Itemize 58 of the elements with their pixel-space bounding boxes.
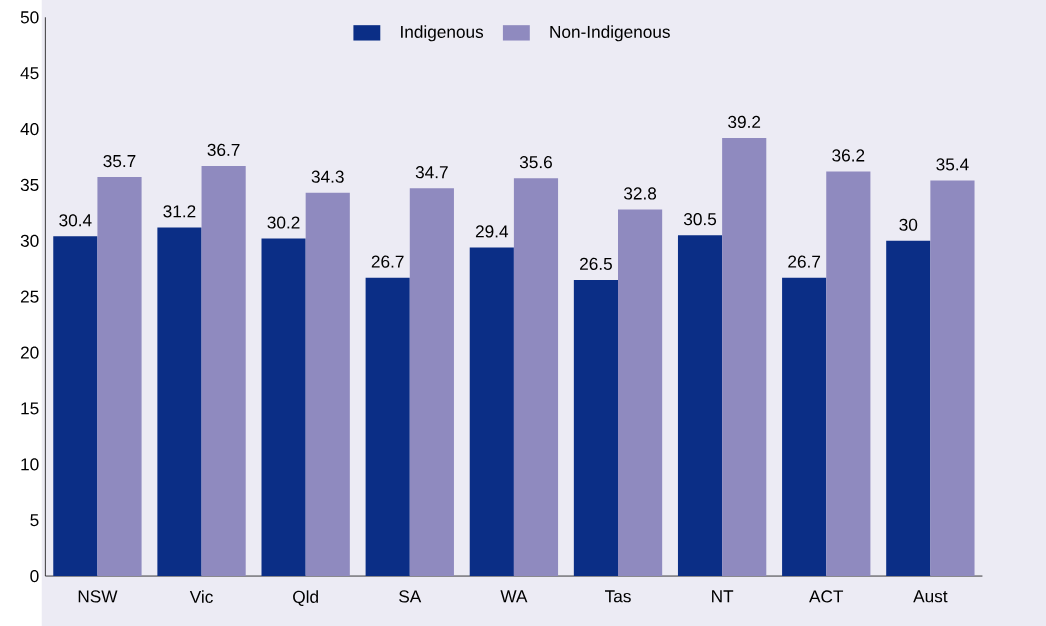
data-label: 34.3 (311, 170, 344, 183)
data-label: 31.2 (163, 205, 196, 218)
x-tick-label: Qld (293, 590, 318, 607)
x-tick-label: Vic (189, 590, 213, 603)
data-label: 35.7 (103, 154, 136, 168)
bar (618, 209, 663, 577)
data-label: 35.6 (519, 156, 552, 169)
data-label: 32.8 (624, 187, 657, 200)
x-tick-label: NT (712, 590, 734, 603)
y-tick-label: 30 (20, 234, 39, 247)
bar (157, 227, 202, 577)
bar (573, 279, 619, 577)
bar (886, 240, 931, 577)
bar (201, 165, 246, 577)
data-label: 30.2 (267, 216, 300, 229)
bar (722, 137, 767, 577)
data-label: 35.4 (936, 158, 969, 171)
x-tick-label: Tas (605, 590, 631, 603)
y-tick-label: 15 (21, 402, 39, 415)
legend-label: Indigenous (401, 25, 484, 42)
bar (782, 277, 827, 577)
data-label: 34.7 (415, 166, 448, 179)
x-tick-label: WA (500, 590, 528, 603)
y-tick-label: 20 (20, 346, 39, 359)
legend-label: Non-Indigenous (550, 25, 670, 42)
x-tick-label: ACT (809, 590, 844, 603)
bar (261, 238, 306, 577)
bar (97, 177, 142, 577)
data-label: 36.2 (832, 149, 865, 162)
bar (365, 277, 410, 577)
y-tick-label: 0 (30, 569, 39, 583)
x-tick-label: NSW (78, 590, 118, 603)
bar (826, 171, 871, 577)
data-label: 26.5 (580, 257, 612, 270)
bar (409, 188, 454, 577)
data-label: 30.4 (59, 214, 92, 227)
y-tick-label: 50 (20, 11, 39, 24)
data-label: 26.7 (371, 255, 404, 268)
y-tick-label: 45 (20, 67, 39, 80)
bar (513, 178, 559, 577)
y-tick-label: 25 (20, 290, 39, 303)
y-tick-label: 10 (21, 458, 39, 471)
x-tick-label: Aust (913, 590, 948, 603)
bar (53, 236, 98, 577)
bar (930, 180, 975, 577)
y-tick-label: 35 (20, 178, 39, 192)
data-label: 30 (899, 218, 918, 231)
data-label: 39.2 (728, 115, 761, 129)
y-tick-label: 5 (30, 514, 39, 527)
data-label: 36.7 (207, 143, 240, 156)
data-label: 26.7 (788, 255, 821, 268)
bar (305, 192, 350, 577)
bar (469, 247, 514, 577)
data-label: 29.4 (475, 225, 509, 238)
x-tick-label: SA (399, 590, 422, 603)
bar (677, 235, 723, 577)
y-tick-label: 40 (20, 122, 39, 136)
data-label: 30.5 (683, 213, 717, 226)
